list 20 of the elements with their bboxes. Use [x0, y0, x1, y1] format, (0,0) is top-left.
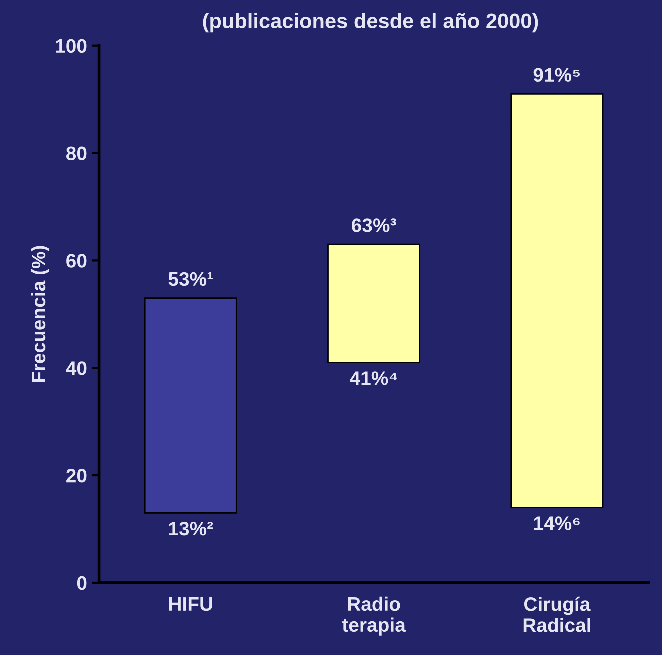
x-tick-label: Cirugía Radical [524, 596, 591, 632]
y-tick-label: 80 [66, 146, 87, 161]
y-tick-label: 60 [66, 254, 87, 268]
annotation: 53%¹ [168, 272, 213, 286]
bar [328, 244, 421, 364]
bar [144, 298, 238, 514]
y-tick-label: 100 [56, 39, 87, 54]
annotation: 14%⁶ [534, 516, 580, 530]
annotation: 91%⁵ [534, 68, 580, 82]
y-tick-label: 40 [66, 362, 87, 376]
bar [510, 93, 604, 508]
y-tick-label: 20 [66, 469, 87, 483]
annotation: 63%³ [352, 218, 396, 232]
y-tick-label: 0 [77, 576, 87, 590]
x-tick-label: HIFU [169, 598, 212, 612]
annotation: 13%² [169, 522, 214, 536]
annotation: 41%⁴ [350, 372, 398, 386]
chart-title: (publicaciones desde el año 2000) [203, 13, 538, 33]
x-tick-label: Radio terapia [342, 596, 406, 636]
y-axis-title: Frecuencia (%) [31, 246, 50, 382]
